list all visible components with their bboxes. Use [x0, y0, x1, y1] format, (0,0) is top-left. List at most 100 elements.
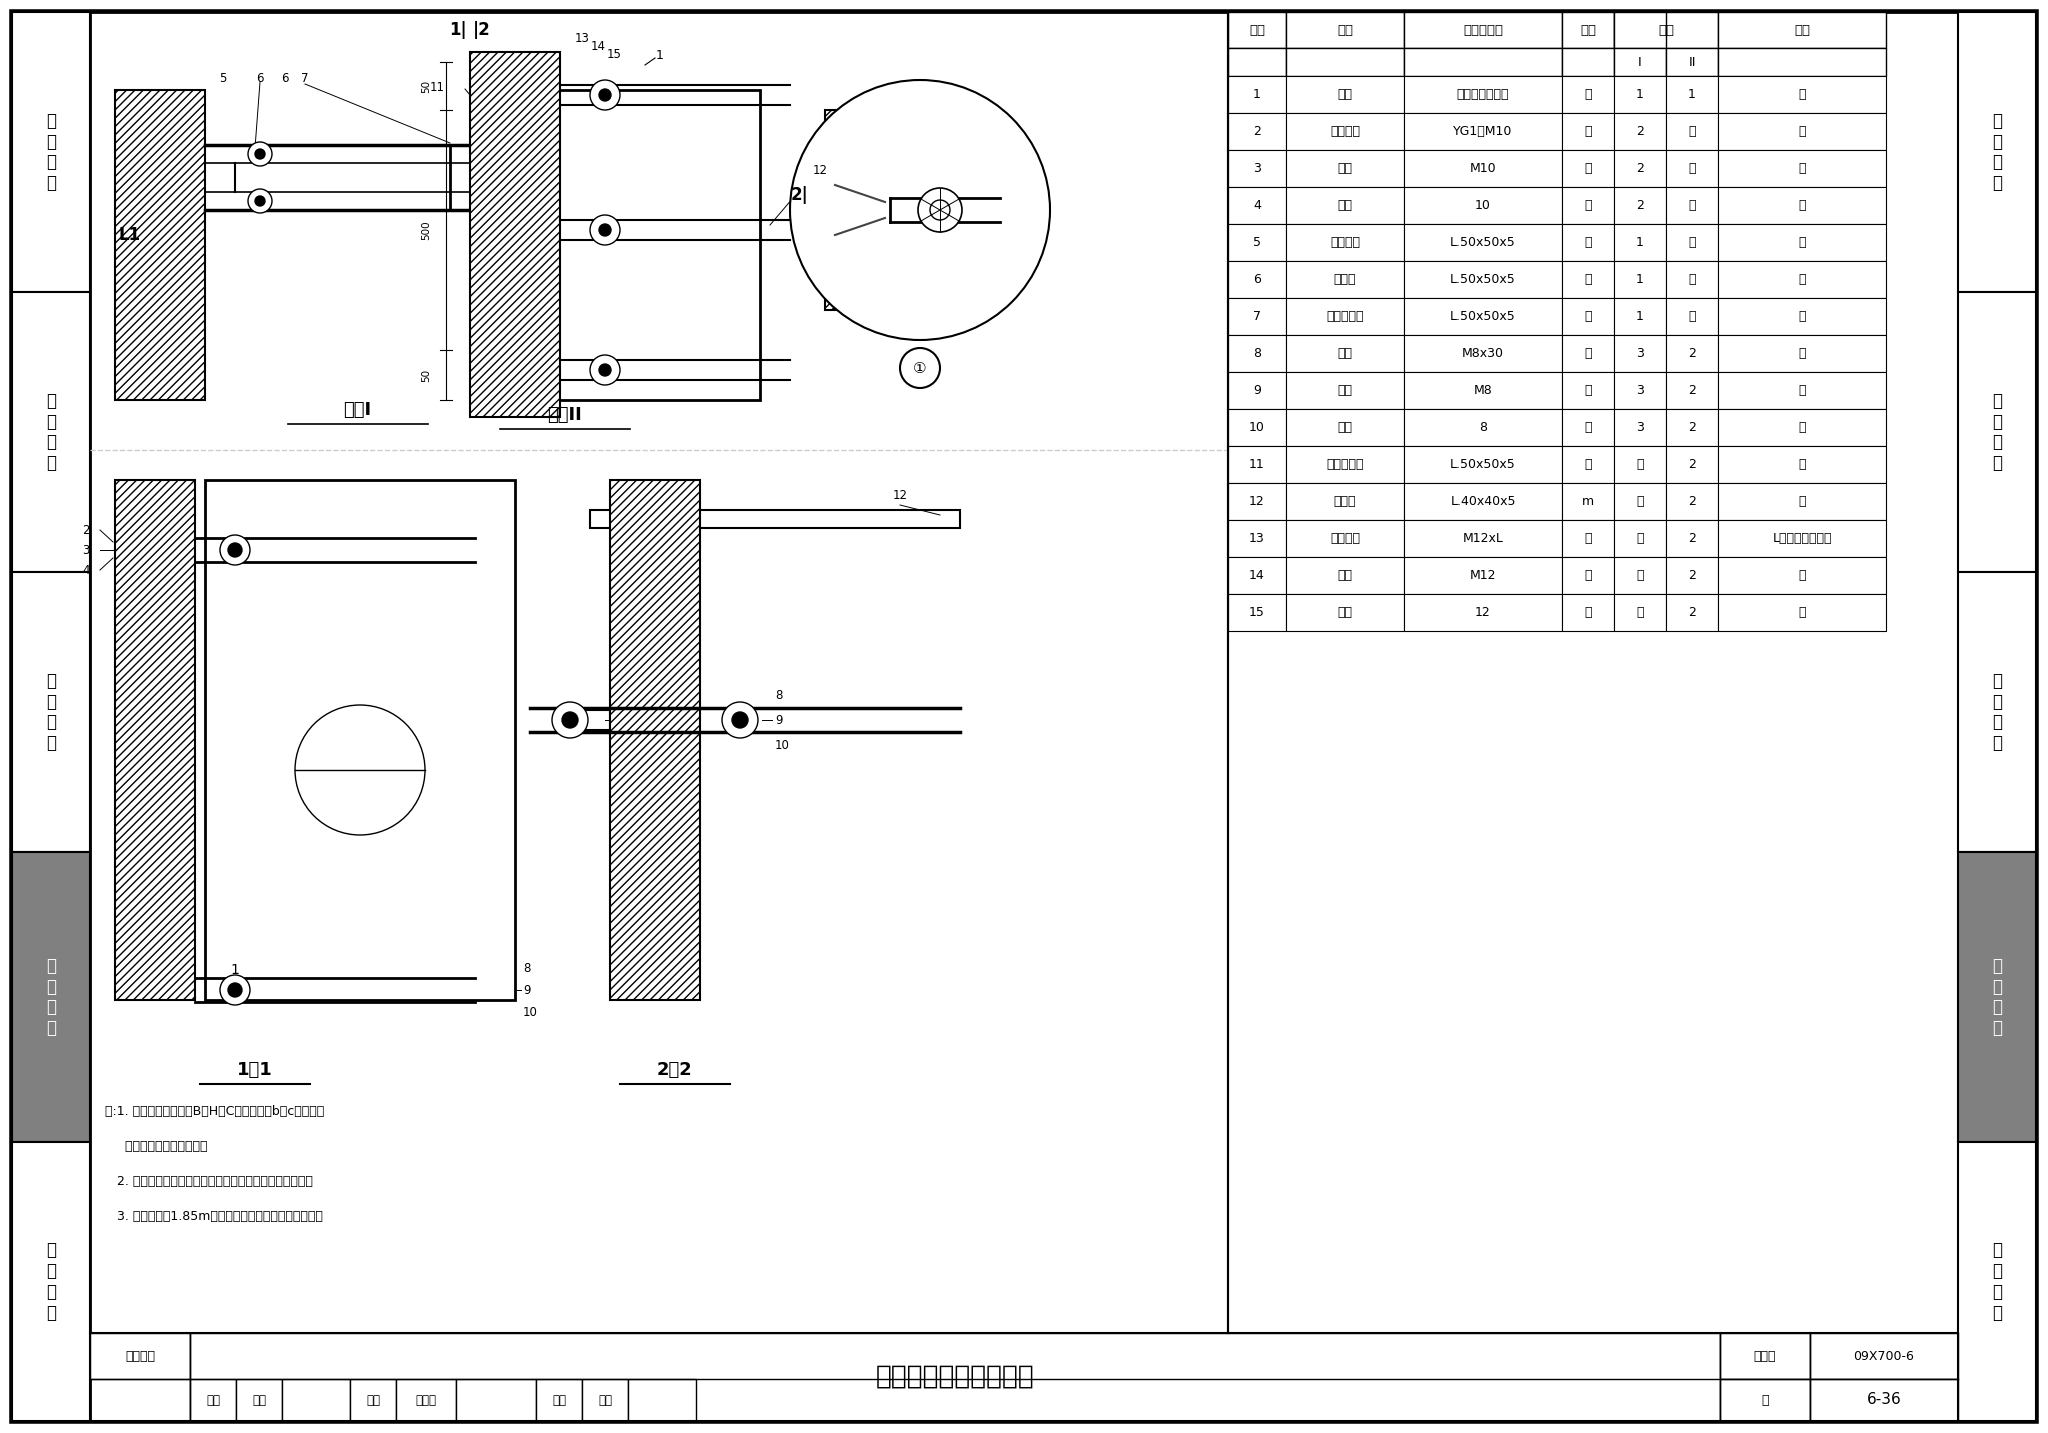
Text: 数量: 数量: [1659, 23, 1673, 36]
Bar: [1614, 520, 1665, 557]
Text: －: －: [1636, 606, 1645, 619]
Text: 个: 个: [1585, 384, 1591, 397]
Circle shape: [918, 188, 963, 232]
Bar: [1286, 335, 1405, 373]
Text: 12: 12: [1475, 606, 1491, 619]
Text: L1: L1: [119, 226, 139, 244]
Text: －: －: [1798, 494, 1806, 509]
Bar: [395, 1379, 457, 1422]
Bar: [610, 480, 700, 1000]
Text: 页: 页: [1761, 1393, 1769, 1407]
Text: 13: 13: [575, 32, 590, 44]
Circle shape: [590, 355, 621, 385]
Bar: [1405, 11, 1563, 47]
Text: 11: 11: [1249, 459, 1266, 471]
Bar: [1229, 373, 1286, 408]
Bar: [1810, 1333, 1958, 1379]
Circle shape: [899, 348, 940, 388]
Text: L.50x50x5: L.50x50x5: [1450, 236, 1516, 249]
Bar: [1563, 224, 1614, 261]
Text: 缆
线
敷
设: 缆 线 敷 设: [45, 672, 55, 752]
Text: 个: 个: [1585, 606, 1591, 619]
Bar: [1405, 595, 1563, 631]
Text: 双头螺栓: 双头螺栓: [1329, 532, 1360, 545]
Bar: [1718, 298, 1886, 335]
Bar: [1286, 47, 1405, 76]
Bar: [1405, 557, 1563, 595]
Text: 加固小角钢: 加固小角钢: [1327, 310, 1364, 322]
Bar: [90, 1333, 190, 1379]
Text: －: －: [1688, 274, 1696, 287]
Text: 8: 8: [522, 962, 530, 974]
Bar: [1563, 76, 1614, 113]
Text: 8: 8: [1253, 347, 1262, 360]
Text: －: －: [1798, 236, 1806, 249]
Text: 方案II: 方案II: [547, 406, 582, 424]
Text: 1－1: 1－1: [238, 1060, 272, 1079]
Bar: [1665, 186, 1718, 224]
Bar: [1229, 446, 1286, 483]
Bar: [1229, 595, 1286, 631]
Bar: [1286, 520, 1405, 557]
Text: 2: 2: [1688, 459, 1696, 471]
Text: 个: 个: [1585, 421, 1591, 434]
Bar: [1614, 150, 1665, 186]
Bar: [1665, 47, 1718, 76]
Bar: [12, 292, 90, 572]
Text: L.50x50x5: L.50x50x5: [1450, 274, 1516, 287]
Text: 个: 个: [1585, 532, 1591, 545]
Bar: [1665, 76, 1718, 113]
Text: 孙兰: 孙兰: [598, 1393, 612, 1407]
Bar: [1405, 47, 1563, 76]
Bar: [1405, 186, 1563, 224]
Circle shape: [731, 712, 748, 728]
Text: 4: 4: [1253, 199, 1262, 212]
Bar: [1718, 113, 1886, 150]
Bar: [1286, 557, 1405, 595]
Text: L.50x50x5: L.50x50x5: [1450, 310, 1516, 322]
Bar: [1614, 76, 1665, 113]
Bar: [1614, 186, 1665, 224]
Text: 垫圈: 垫圈: [1337, 199, 1352, 212]
Bar: [825, 110, 891, 310]
Text: 设
备
安
装: 设 备 安 装: [1993, 957, 2003, 1037]
Text: 备注: 备注: [1794, 23, 1810, 36]
Bar: [1405, 446, 1563, 483]
Bar: [1563, 261, 1614, 298]
Bar: [1563, 483, 1614, 520]
Text: 2: 2: [1688, 569, 1696, 582]
Bar: [1229, 150, 1286, 186]
Bar: [190, 1379, 236, 1422]
Bar: [1286, 373, 1405, 408]
Text: 1: 1: [655, 49, 664, 62]
Bar: [1614, 113, 1665, 150]
Text: －: －: [1688, 236, 1696, 249]
Bar: [1614, 298, 1665, 335]
Bar: [537, 1379, 582, 1422]
Text: 块: 块: [1585, 459, 1591, 471]
Text: |2: |2: [473, 21, 492, 39]
Text: 6: 6: [256, 72, 264, 85]
Text: 连固铁: 连固铁: [1333, 494, 1356, 509]
Bar: [1286, 150, 1405, 186]
Circle shape: [598, 364, 610, 375]
Text: 加固小角钢: 加固小角钢: [1327, 459, 1364, 471]
Text: 2: 2: [1688, 384, 1696, 397]
Bar: [1718, 150, 1886, 186]
Bar: [1665, 557, 1718, 595]
Bar: [825, 110, 891, 310]
Text: －: －: [1798, 569, 1806, 582]
Text: 7: 7: [1253, 310, 1262, 322]
Text: 10: 10: [522, 1006, 539, 1019]
Bar: [1614, 335, 1665, 373]
Text: 2: 2: [1253, 125, 1262, 138]
Text: 3: 3: [1636, 347, 1645, 360]
Text: 图集号: 图集号: [1753, 1350, 1776, 1363]
Text: 型号及规格: 型号及规格: [1462, 23, 1503, 36]
Bar: [1718, 186, 1886, 224]
Text: －: －: [1798, 310, 1806, 322]
Circle shape: [256, 196, 264, 206]
Bar: [457, 1379, 537, 1422]
Bar: [1958, 292, 2036, 572]
Text: 4: 4: [82, 563, 90, 576]
